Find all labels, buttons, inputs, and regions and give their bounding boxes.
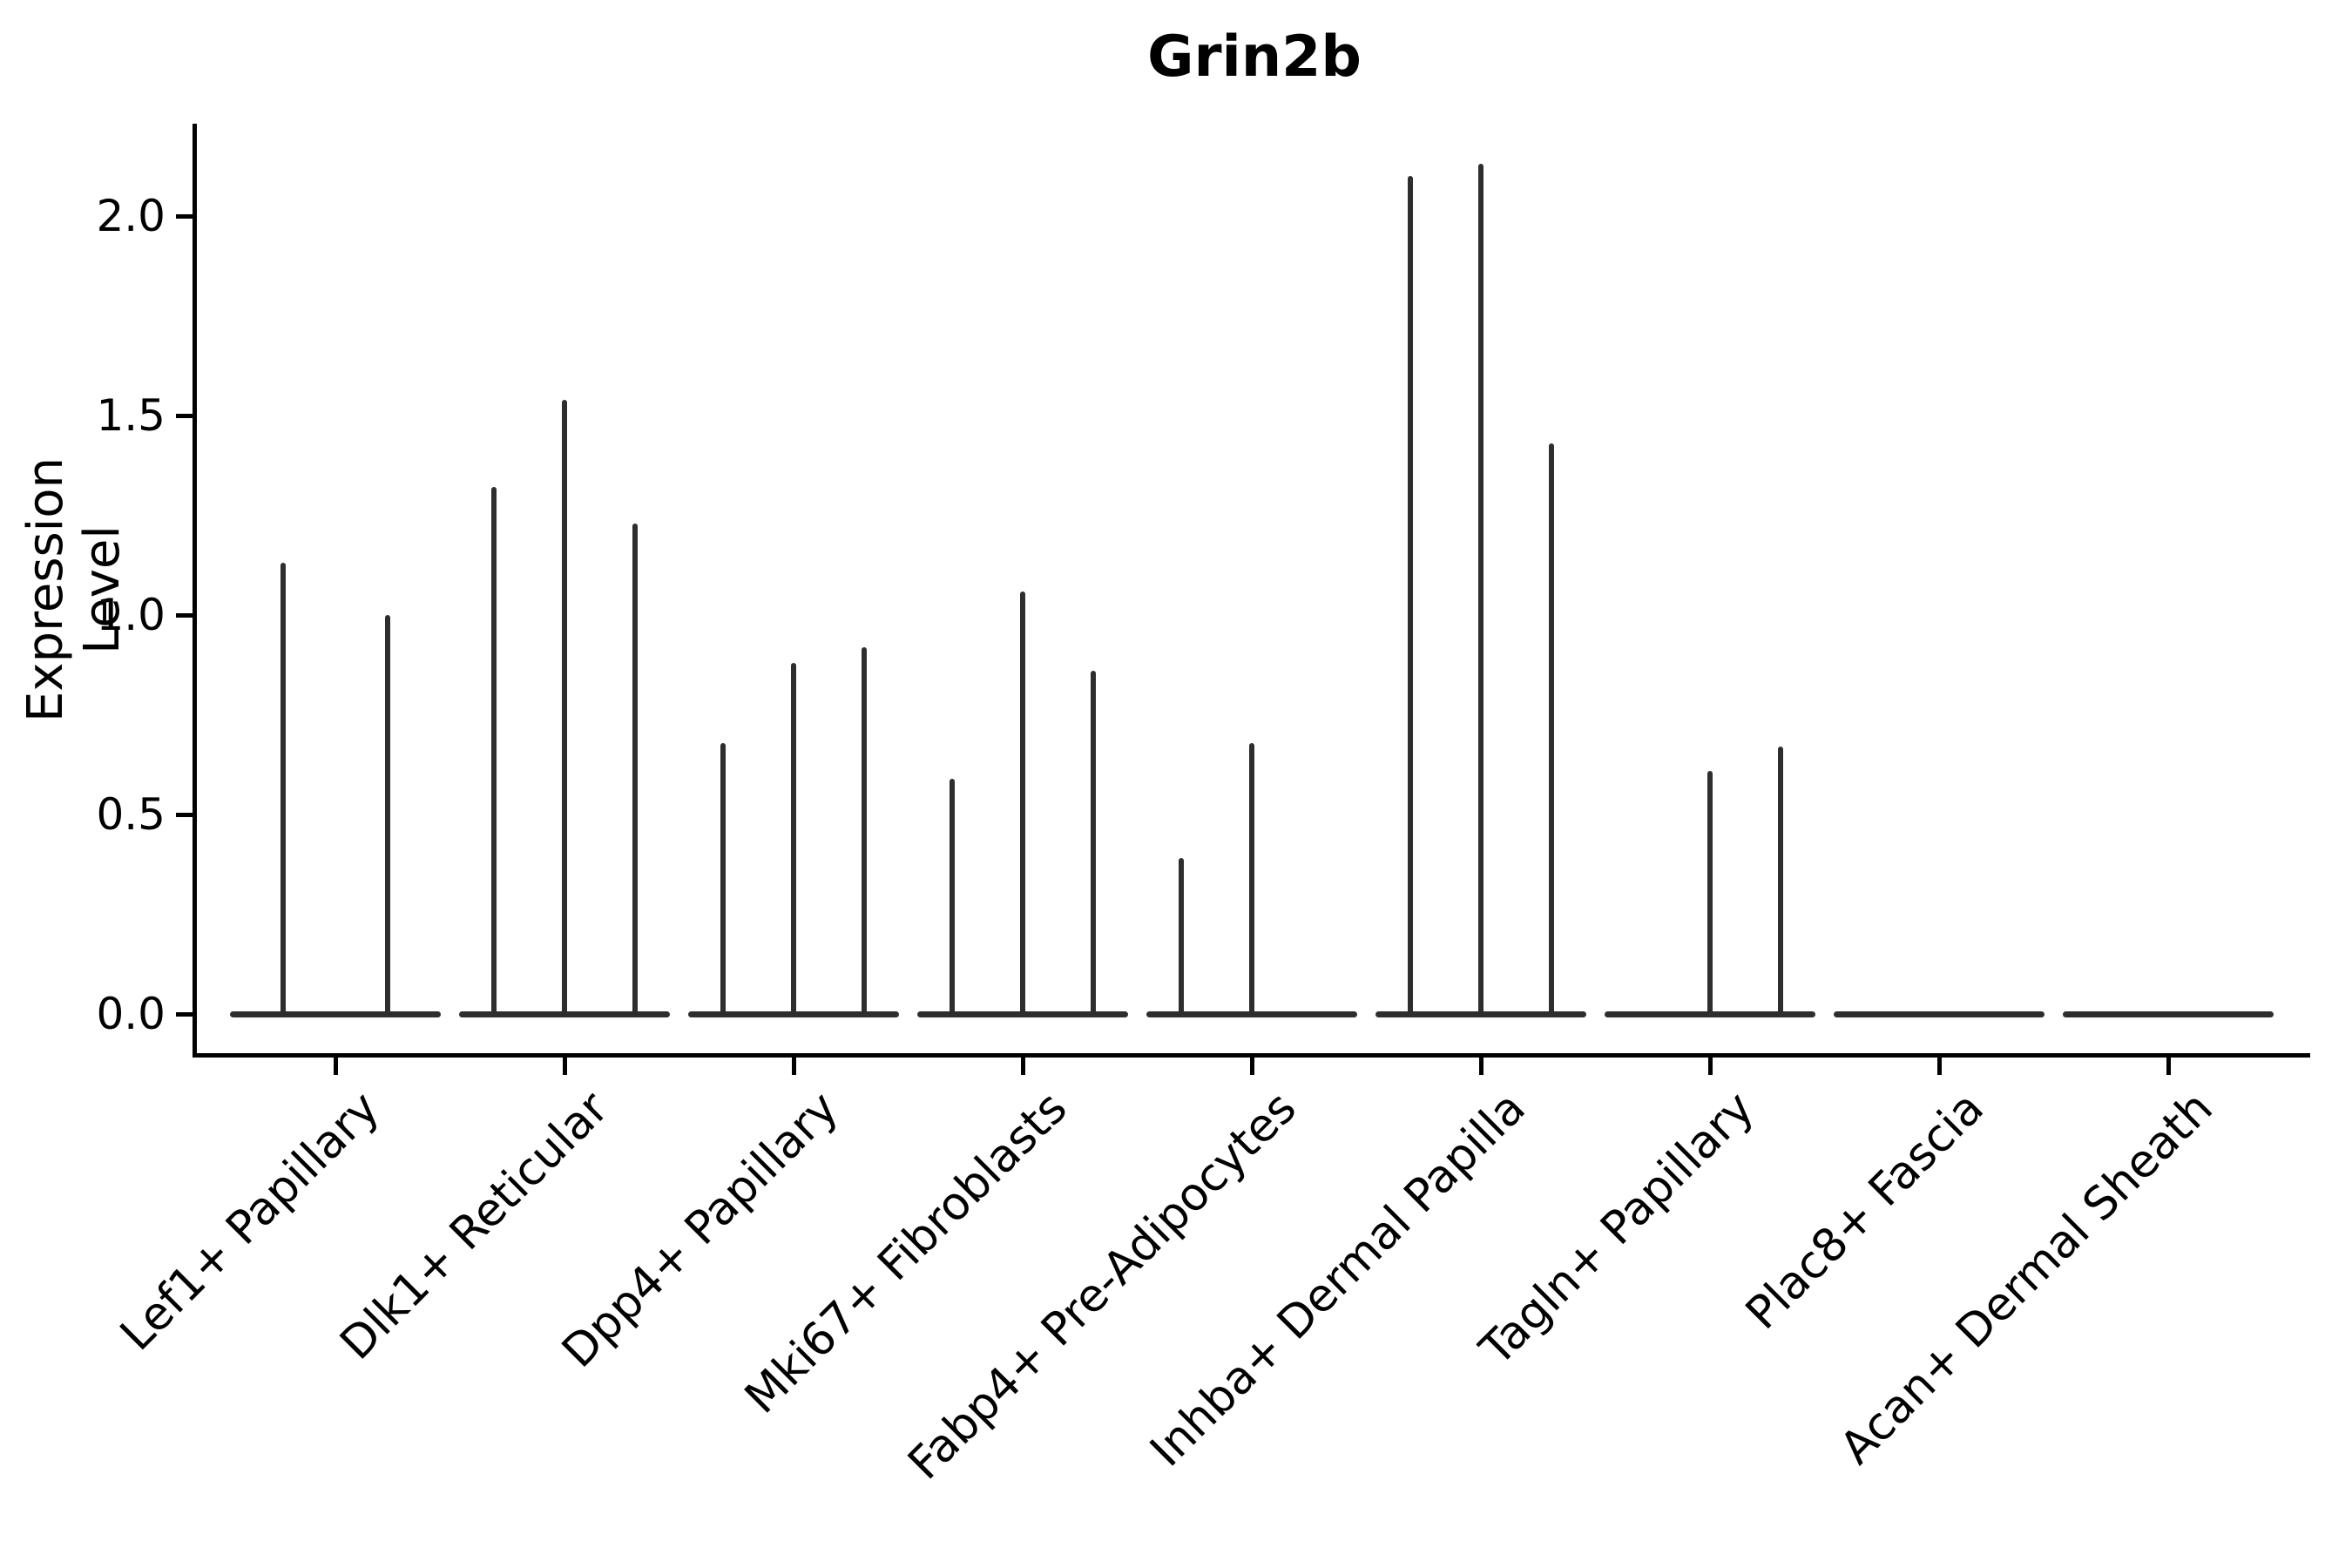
violin-spike [791,662,796,1017]
y-tick-mark [176,1012,193,1017]
y-tick-mark [176,813,193,817]
x-category-label: Plac8+ Fascia [1735,1082,1994,1340]
x-tick-mark [1479,1058,1484,1075]
violin-spike [720,742,727,1017]
y-tick-label: 1.0 [96,590,166,640]
x-tick-mark [1021,1058,1025,1075]
violin-baseline [1834,1010,2044,1017]
violin-spike [1408,176,1414,1017]
x-category-label: Inhba+ Dermal Papilla [1139,1082,1536,1477]
y-tick-label: 0.0 [96,989,166,1039]
violin-baseline [2063,1010,2274,1017]
y-tick-mark [176,414,193,418]
violin-spike [1179,858,1185,1017]
x-tick-mark [1250,1058,1254,1075]
violin-spike [385,615,391,1017]
violin-spike [950,778,956,1017]
x-tick-mark [792,1058,796,1075]
violin-spike [1478,164,1484,1017]
violin-spike [1020,591,1025,1017]
x-tick-mark [1937,1058,1942,1075]
violin-spike [861,646,867,1017]
y-axis-spine [193,124,197,1058]
violin-spike [562,399,567,1017]
x-category-label: Acan+ Dermal Sheath [1829,1082,2223,1475]
violin-spike [280,563,286,1017]
y-tick-label: 1.5 [96,390,166,441]
violin-spike [632,523,638,1017]
y-tick-label: 2.0 [96,191,166,241]
x-tick-mark [2166,1058,2171,1075]
chart-title: Grin2b [1147,24,1362,90]
y-tick-label: 0.5 [96,789,166,840]
x-axis-spine [193,1053,2310,1058]
violin-spike [1777,747,1783,1017]
violin-spike [1090,671,1096,1017]
violin-spike [1249,742,1254,1017]
x-tick-mark [563,1058,567,1075]
violin-spike [491,487,497,1017]
y-tick-mark [176,214,193,219]
x-tick-mark [334,1058,338,1075]
x-tick-mark [1708,1058,1713,1075]
violin-baseline [230,1010,441,1017]
y-tick-mark [176,613,193,618]
violin-spike [1707,770,1713,1017]
violin-spike [1548,443,1554,1017]
x-category-label: Fabp4+ Pre-Adipocytes [898,1082,1307,1490]
